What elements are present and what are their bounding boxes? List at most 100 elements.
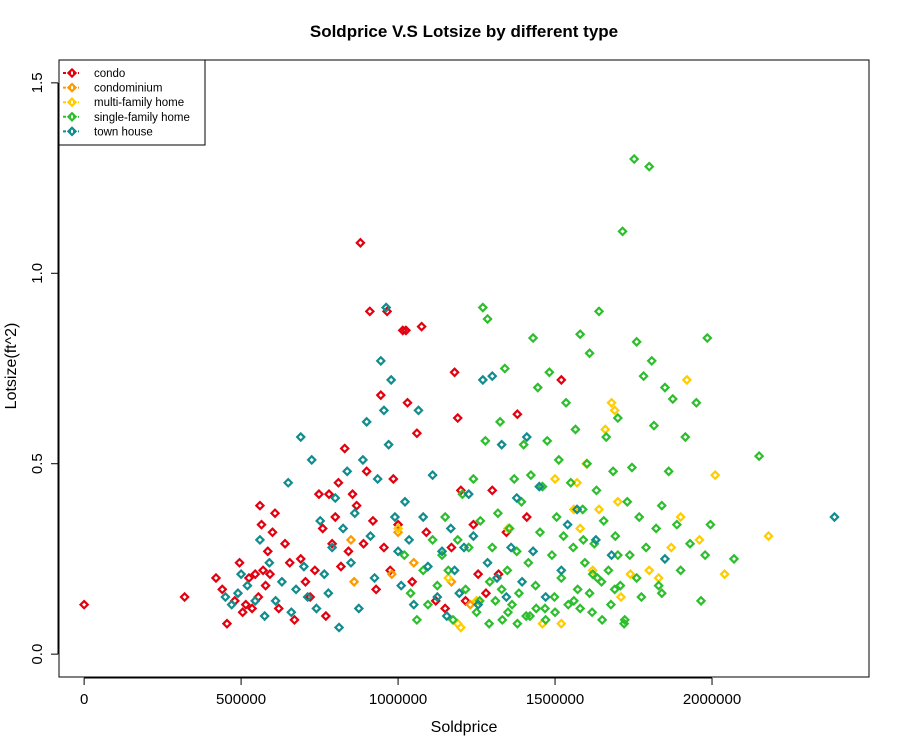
- data-point: [380, 302, 392, 313]
- data-point: [449, 565, 460, 576]
- data-point: [617, 226, 628, 237]
- data-point: [323, 489, 335, 500]
- data-point: [562, 519, 573, 530]
- data-point: [593, 306, 605, 317]
- data-point: [592, 572, 603, 584]
- data-point: [644, 161, 655, 172]
- data-point: [551, 511, 562, 523]
- data-point: [273, 603, 284, 614]
- data-point: [179, 591, 190, 603]
- data-point: [427, 534, 438, 546]
- data-point: [246, 603, 258, 614]
- data-point: [659, 382, 671, 393]
- data-point: [232, 588, 244, 599]
- data-point: [615, 580, 626, 591]
- data-point: [666, 542, 677, 553]
- data-point: [399, 496, 411, 507]
- data-point: [405, 588, 416, 599]
- data-point: [482, 313, 493, 325]
- data-point: [542, 435, 553, 447]
- data-point: [235, 569, 247, 580]
- data-point: [378, 405, 390, 416]
- data-point: [443, 572, 454, 584]
- data-point: [317, 523, 328, 534]
- x-tick-label: 500000: [216, 691, 266, 708]
- data-point: [226, 599, 237, 610]
- data-point: [421, 527, 432, 538]
- data-point: [463, 489, 474, 500]
- data-point: [375, 390, 386, 401]
- chart-title: Soldprice V.S Lotsize by different type: [310, 22, 618, 41]
- data-point: [584, 348, 595, 359]
- data-point: [378, 542, 390, 553]
- data-point: [499, 363, 510, 374]
- data-point: [532, 382, 543, 393]
- data-point: [680, 431, 691, 443]
- data-point: [413, 405, 424, 416]
- data-point: [636, 591, 647, 603]
- data-point: [343, 546, 354, 557]
- data-point: [388, 473, 399, 485]
- data-point: [484, 576, 495, 587]
- data-point: [477, 302, 488, 313]
- data-point: [416, 321, 427, 332]
- legend-item: town house: [63, 126, 153, 138]
- data-point: [254, 500, 266, 511]
- data-point: [527, 546, 539, 557]
- data-point: [337, 523, 349, 534]
- data-point: [411, 614, 423, 626]
- data-point: [347, 489, 358, 500]
- data-point: [319, 569, 330, 580]
- data-point: [509, 473, 520, 485]
- data-point: [575, 603, 586, 614]
- data-point: [634, 511, 645, 523]
- data-point: [452, 534, 463, 546]
- data-point: [534, 481, 545, 492]
- data-point: [237, 607, 248, 618]
- plot-area: [58, 59, 870, 678]
- data-point: [454, 588, 465, 599]
- data-point: [684, 538, 696, 549]
- data-point: [496, 439, 507, 450]
- data-point: [568, 542, 579, 553]
- legend-marker: [66, 97, 78, 108]
- data-point: [342, 466, 353, 477]
- y-tick-label: 1.0: [29, 263, 46, 284]
- data-point: [446, 542, 457, 553]
- data-point: [460, 584, 471, 595]
- data-point: [587, 565, 598, 576]
- data-point: [313, 489, 325, 500]
- data-point: [289, 614, 300, 626]
- data-point: [681, 374, 693, 386]
- data-point: [392, 546, 404, 557]
- data-point: [221, 618, 233, 629]
- data-point: [622, 496, 633, 507]
- data-point: [389, 511, 401, 523]
- data-point: [468, 530, 479, 542]
- data-point: [361, 466, 372, 477]
- data-point: [397, 325, 408, 336]
- data-point: [276, 576, 288, 587]
- data-point: [427, 469, 438, 481]
- data-point: [539, 603, 551, 614]
- data-point: [447, 614, 459, 626]
- data-point: [402, 397, 413, 408]
- data-point: [234, 557, 245, 568]
- data-point: [385, 565, 396, 576]
- data-point: [829, 511, 840, 523]
- data-point: [511, 492, 522, 504]
- data-point: [326, 538, 338, 549]
- data-point: [624, 549, 635, 561]
- data-point: [487, 485, 498, 496]
- data-point: [369, 572, 380, 584]
- data-point: [556, 572, 567, 584]
- data-point: [408, 557, 419, 568]
- data-point: [609, 405, 620, 416]
- data-point: [490, 595, 501, 606]
- data-point: [295, 553, 306, 565]
- data-point: [353, 603, 364, 614]
- data-point: [452, 412, 463, 424]
- data-point: [306, 454, 317, 466]
- series-condo: [78, 237, 567, 629]
- data-point: [646, 355, 657, 367]
